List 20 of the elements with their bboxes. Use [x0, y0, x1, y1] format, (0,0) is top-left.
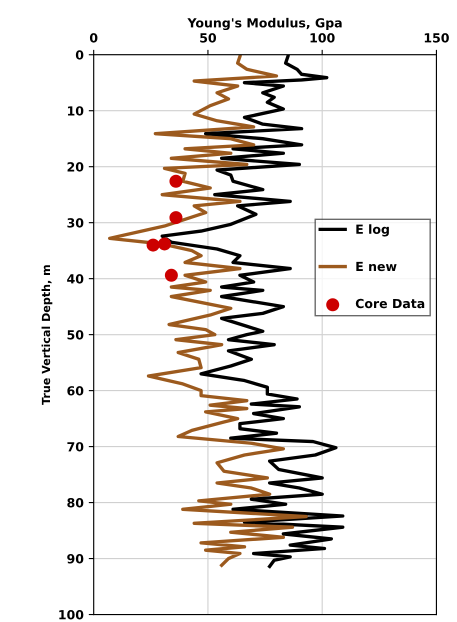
x-tick-label: 50 [200, 33, 216, 43]
x-tick-label: 100 [310, 33, 335, 43]
y-tick-label: 50 [68, 330, 84, 340]
y-tick-label: 80 [67, 498, 84, 508]
legend-label: E new [356, 262, 397, 272]
y-tick-label: 70 [67, 442, 84, 452]
y-tick-label: 0 [76, 50, 84, 60]
y-tick-label: 100 [59, 610, 84, 620]
y-tick-label: 90 [67, 554, 84, 564]
x-tick-label: 0 [90, 33, 98, 43]
legend-label: E log [356, 224, 389, 236]
y-tick-label: 30 [67, 218, 84, 228]
y-tick-label: 40 [67, 274, 84, 284]
legend-label: Core Data [356, 298, 424, 308]
y-tick-label: 60 [67, 386, 84, 396]
y-tick-label: 10 [68, 106, 84, 116]
x-axis-title: Young's Modulus, Gpa [187, 18, 342, 30]
y-axis-title: True Vertical Depth, m [42, 265, 52, 405]
x-tick-label: 150 [424, 33, 449, 43]
y-tick-label: 20 [68, 162, 84, 172]
